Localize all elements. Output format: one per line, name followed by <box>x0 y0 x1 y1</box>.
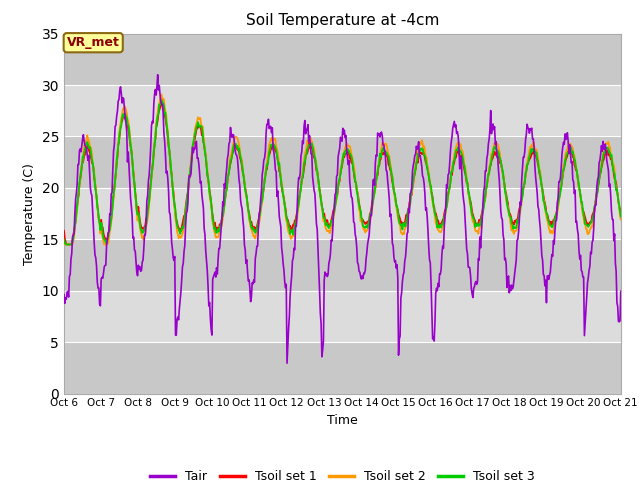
Bar <box>64 85 621 136</box>
Bar <box>64 291 621 342</box>
Text: VR_met: VR_met <box>67 36 120 49</box>
Title: Soil Temperature at -4cm: Soil Temperature at -4cm <box>246 13 439 28</box>
Bar <box>64 240 621 291</box>
Bar <box>64 136 621 188</box>
Bar <box>64 188 621 240</box>
Legend: Tair, Tsoil set 1, Tsoil set 2, Tsoil set 3: Tair, Tsoil set 1, Tsoil set 2, Tsoil se… <box>145 465 540 480</box>
Y-axis label: Temperature (C): Temperature (C) <box>23 163 36 264</box>
Bar <box>64 342 621 394</box>
Bar <box>64 34 621 85</box>
X-axis label: Time: Time <box>327 414 358 427</box>
